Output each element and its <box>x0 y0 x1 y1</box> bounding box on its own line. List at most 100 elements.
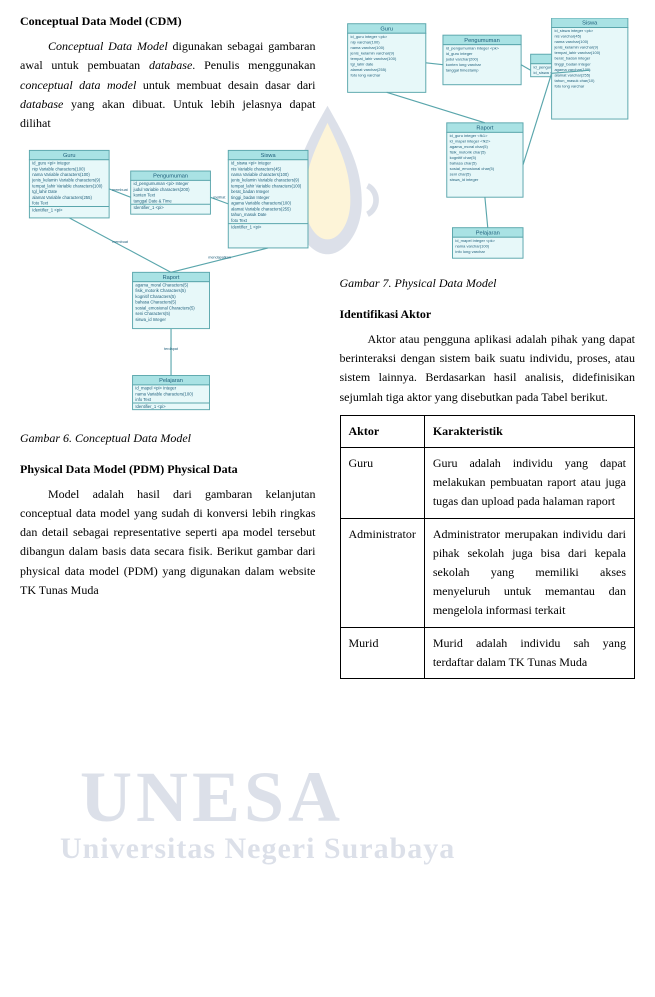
svg-text:id_guru integer <fk1>: id_guru integer <fk1> <box>449 133 487 138</box>
cdm-paragraph: Conceptual Data Model digunakan sebagai … <box>20 37 316 133</box>
svg-text:seni char(5): seni char(5) <box>449 172 471 177</box>
svg-text:id_pengumuman integer <pk>: id_pengumuman integer <pk> <box>445 45 499 50</box>
svg-text:id_mapel <pi> Integer: id_mapel <pi> Integer <box>135 386 176 391</box>
svg-text:nama Variable characters(100): nama Variable characters(100) <box>231 172 289 177</box>
pdm-diagram: Guruid_guru integer <pk>nip varchar(100)… <box>340 18 636 268</box>
svg-text:terdapat: terdapat <box>164 347 179 351</box>
svg-text:Raport: Raport <box>476 126 494 132</box>
svg-text:foto Text: foto Text <box>231 218 248 223</box>
svg-text:berat_badan integer: berat_badan integer <box>554 56 590 61</box>
svg-text:id_siswa <pi> Integer: id_siswa <pi> Integer <box>231 161 271 166</box>
svg-text:alamat Variable characters(255: alamat Variable characters(255) <box>231 206 291 211</box>
right-column: Guruid_guru integer <pk>nip varchar(100)… <box>340 12 636 679</box>
table-cell: Guru adalah individu yang dapat melakuka… <box>424 448 634 519</box>
svg-text:id_mapel integer <pk>: id_mapel integer <pk> <box>455 238 495 243</box>
svg-text:agama Variable characters(100): agama Variable characters(100) <box>231 201 292 206</box>
svg-text:fisik_motorik char(5): fisik_motorik char(5) <box>449 150 486 155</box>
figure6-caption: Gambar 6. Conceptual Data Model <box>20 429 316 448</box>
svg-text:info Text: info Text <box>135 397 151 402</box>
table-cell: Administrator merupakan individu dari pi… <box>424 518 634 627</box>
svg-text:alamat Variable characters(255: alamat Variable characters(255) <box>32 195 92 200</box>
svg-text:mendapatkan: mendapatkan <box>208 255 231 259</box>
svg-text:tgl_lahir date: tgl_lahir date <box>350 61 374 66</box>
svg-text:foto long varchar: foto long varchar <box>350 73 380 78</box>
svg-text:kognitif Characters(5): kognitif Characters(5) <box>135 294 176 299</box>
aktor-paragraph: Aktor atau pengguna aplikasi adalah piha… <box>340 330 636 407</box>
svg-text:tempat_lahir Variable characte: tempat_lahir Variable characters(100) <box>231 184 302 189</box>
svg-text:siswa_id integer: siswa_id integer <box>449 177 478 182</box>
cdm-heading: Conceptual Data Model (CDM) <box>20 12 316 31</box>
svg-text:id_guru <pi> Integer: id_guru <pi> Integer <box>32 161 70 166</box>
svg-text:info long varchar: info long varchar <box>455 249 485 254</box>
svg-text:Identifier_1 <pi>: Identifier_1 <pi> <box>32 207 63 212</box>
table-cell: Murid adalah individu sah yang terdaftar… <box>424 627 634 678</box>
svg-text:tempat_lahir varchar(100): tempat_lahir varchar(100) <box>554 50 600 55</box>
svg-text:tahun_masuk char(10): tahun_masuk char(10) <box>554 78 595 83</box>
svg-text:jenis_kelamin varchar(9): jenis_kelamin varchar(9) <box>349 50 394 55</box>
page-content: Conceptual Data Model (CDM) Conceptual D… <box>20 12 635 679</box>
svg-text:seni Characters(5): seni Characters(5) <box>135 311 170 316</box>
svg-text:membuat: membuat <box>112 188 129 192</box>
pdm-heading: Physical Data Model (PDM) Physical Data <box>20 460 316 479</box>
svg-text:Guru: Guru <box>63 153 75 159</box>
svg-text:siswa_id Integer: siswa_id Integer <box>135 317 166 322</box>
table-header-row: Aktor Karakteristik <box>340 415 635 447</box>
svg-text:sosial_emosional char(5): sosial_emosional char(5) <box>449 166 494 171</box>
aktor-heading: Identifikasi Aktor <box>340 305 636 324</box>
table-row: AdministratorAdministrator merupakan ind… <box>340 518 635 627</box>
svg-text:nip Variable characters(100): nip Variable characters(100) <box>32 166 85 171</box>
svg-text:tempat_lahir Variable characte: tempat_lahir Variable characters(100) <box>32 184 103 189</box>
table-row: GuruGuru adalah individu yang dapat mela… <box>340 448 635 519</box>
svg-text:jenis_kelamin varchar(9): jenis_kelamin varchar(9) <box>553 45 598 50</box>
svg-text:tanggal Date & Time: tanggal Date & Time <box>134 198 173 203</box>
svg-text:nama Variable characters(100): nama Variable characters(100) <box>135 392 193 397</box>
svg-text:foto Text: foto Text <box>32 201 49 206</box>
svg-text:Raport: Raport <box>163 275 180 281</box>
figure7-caption: Gambar 7. Physical Data Model <box>340 274 636 293</box>
svg-text:id_guru integer: id_guru integer <box>445 51 472 56</box>
svg-text:nama varchar(100): nama varchar(100) <box>554 39 588 44</box>
svg-text:judul varchar(200): judul varchar(200) <box>444 56 478 61</box>
actor-table: Aktor Karakteristik GuruGuru adalah indi… <box>340 415 636 679</box>
svg-text:nis varchar(45): nis varchar(45) <box>554 34 581 39</box>
cdm-diagram: Guru id_guru <pi> Integernip Variable cha… <box>20 141 316 422</box>
svg-text:nip varchar(100): nip varchar(100) <box>350 39 380 44</box>
svg-text:id_pengumuman <pi> Integer: id_pengumuman <pi> Integer <box>134 181 190 186</box>
svg-text:fisik_motorik Characters(5): fisik_motorik Characters(5) <box>135 288 186 293</box>
left-column: Conceptual Data Model (CDM) Conceptual D… <box>20 12 316 679</box>
table-cell: Murid <box>340 627 424 678</box>
svg-text:nama Variable characters(100): nama Variable characters(100) <box>32 172 90 177</box>
svg-text:tgl_lahir Date: tgl_lahir Date <box>32 189 58 194</box>
svg-text:Guru: Guru <box>380 26 393 32</box>
svg-text:jenis_kelamin Variable charact: jenis_kelamin Variable characters(9) <box>230 178 300 183</box>
svg-text:Siswa: Siswa <box>261 153 277 159</box>
svg-text:tahun_masuk Date: tahun_masuk Date <box>231 212 267 217</box>
watermark-unesa: UNESA <box>80 740 344 855</box>
svg-text:Siswa: Siswa <box>582 21 598 27</box>
svg-text:berat_badan Integer: berat_badan Integer <box>231 189 270 194</box>
svg-text:nis Variable characters(45): nis Variable characters(45) <box>231 166 282 171</box>
svg-text:tinggi_badan integer: tinggi_badan integer <box>554 61 591 66</box>
watermark-university: Universitas Negeri Surabaya <box>60 825 455 873</box>
svg-text:Pengumuman: Pengumuman <box>464 38 500 44</box>
svg-text:agama_moral Characters(5): agama_moral Characters(5) <box>135 283 188 288</box>
svg-text:tinggi_badan Integer: tinggi_badan Integer <box>231 195 270 200</box>
svg-text:konten Text: konten Text <box>134 193 156 198</box>
svg-text:jenis_kelamin Variable charact: jenis_kelamin Variable characters(9) <box>31 178 101 183</box>
svg-text:agama_moral char(5): agama_moral char(5) <box>449 144 488 149</box>
svg-text:bahasa char(5): bahasa char(5) <box>449 161 477 166</box>
pdm-paragraph: Model adalah hasil dari gambaran kelanju… <box>20 485 316 600</box>
svg-text:judul Variable characters(200): judul Variable characters(200) <box>133 187 191 192</box>
svg-text:Pelajaran: Pelajaran <box>475 230 499 236</box>
svg-text:sosial_emosional Characters(5): sosial_emosional Characters(5) <box>135 306 195 311</box>
svg-text:tanggal timestamp: tanggal timestamp <box>445 67 478 72</box>
svg-text:id_siswa integer <pk>: id_siswa integer <pk> <box>554 28 593 33</box>
svg-text:Identifier_1 <pi>: Identifier_1 <pi> <box>134 205 165 210</box>
table-cell: Administrator <box>340 518 424 627</box>
svg-text:membuat: membuat <box>112 240 129 244</box>
svg-text:Identifier_1 <pi>: Identifier_1 <pi> <box>135 404 166 409</box>
svg-text:tempat_lahir varchar(100): tempat_lahir varchar(100) <box>350 56 396 61</box>
svg-text:id_mapel integer <fk2>: id_mapel integer <fk2> <box>449 138 490 143</box>
svg-text:Pelajaran: Pelajaran <box>159 378 183 384</box>
svg-text:nama varchar(100): nama varchar(100) <box>455 243 489 248</box>
